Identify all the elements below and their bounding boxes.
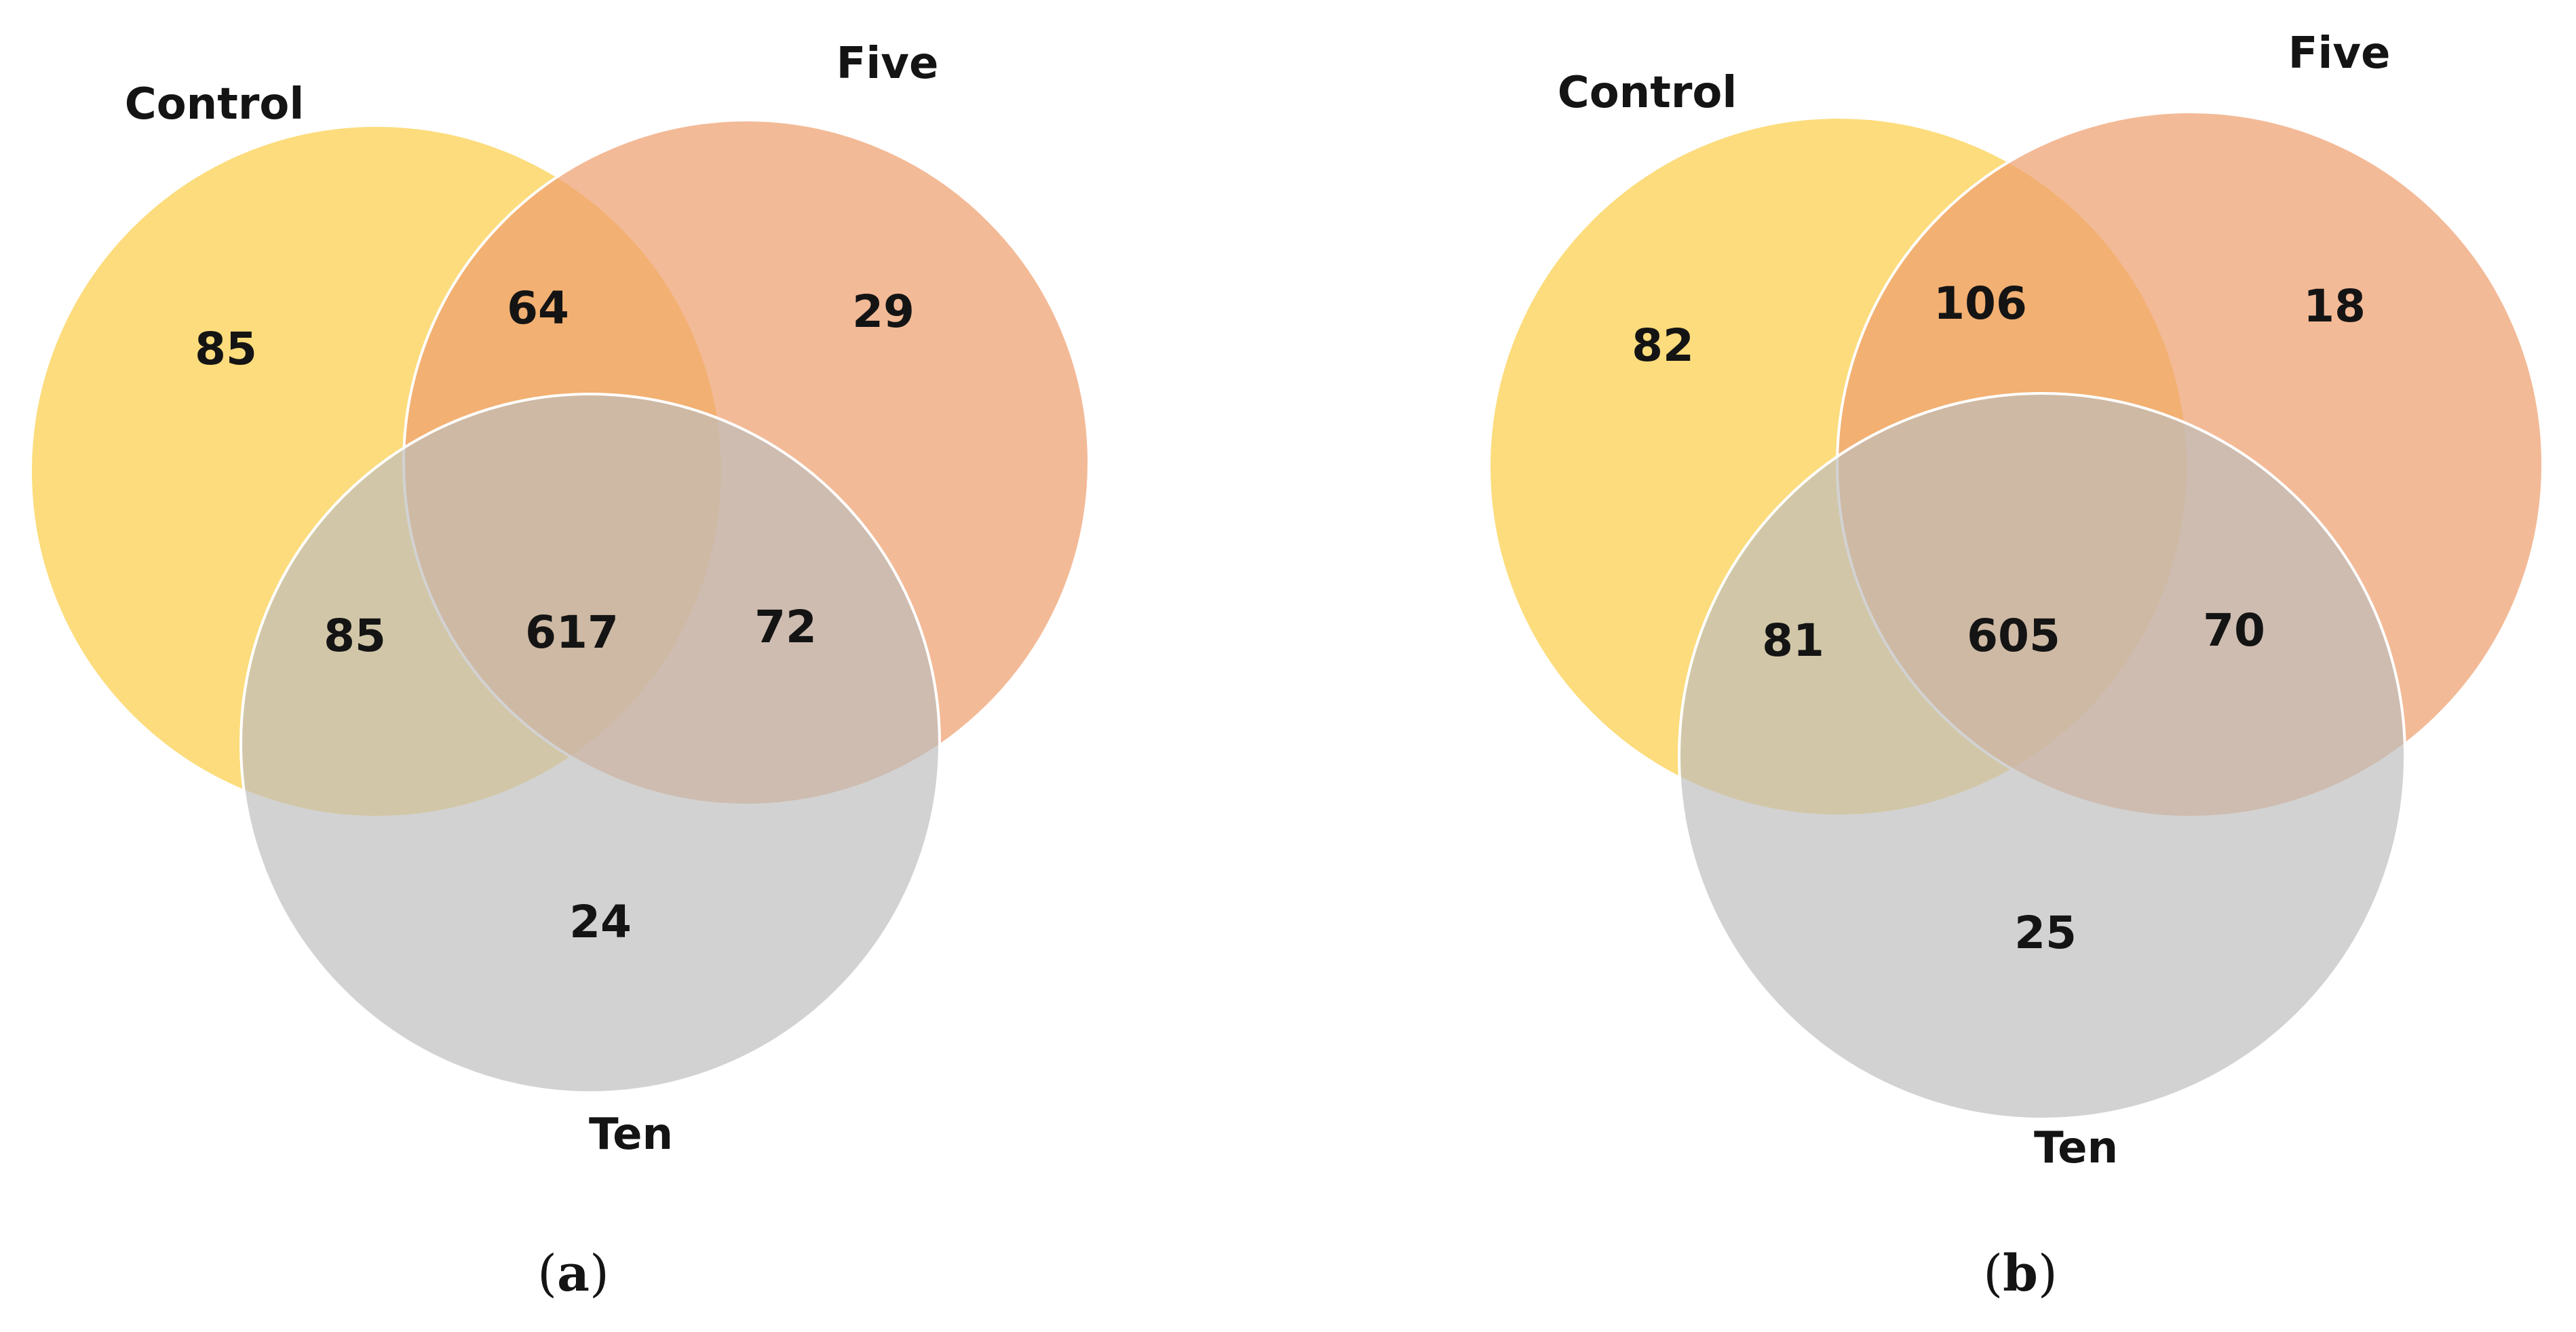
venn-panel-a: Control Five Ten 85 64 29 85 617 72 24 (… [29,39,1090,1303]
control-five-count: 64 [507,282,569,334]
all-three-count: 605 [1967,610,2060,662]
control-set-label: Control [1558,68,1737,118]
control-ten-count: 85 [324,610,386,662]
control-ten-count: 81 [1762,614,1824,667]
control-only-count: 85 [195,323,257,375]
ten-circle [239,393,941,1094]
panel-caption-a: (a) [537,1245,609,1303]
venn-panel-b: Control Five Ten 82 106 18 81 605 70 25 … [1488,28,2544,1303]
control-only-count: 82 [1632,319,1694,372]
five-only-count: 29 [852,286,915,338]
five-only-count: 18 [2303,280,2366,332]
all-three-count: 617 [525,606,619,659]
five-ten-count: 70 [2203,604,2265,657]
control-set-label: Control [125,79,305,130]
five-set-label: Five [2288,28,2391,79]
ten-only-count: 24 [569,896,632,948]
ten-only-count: 25 [2014,907,2077,959]
ten-set-label: Ten [589,1110,673,1160]
panel-caption-b: (b) [1983,1245,2058,1303]
ten-circle [1678,392,2406,1120]
ten-set-label: Ten [2034,1123,2118,1173]
five-set-label: Five [837,39,939,89]
control-five-count: 106 [1934,277,2027,330]
five-ten-count: 72 [754,601,817,653]
